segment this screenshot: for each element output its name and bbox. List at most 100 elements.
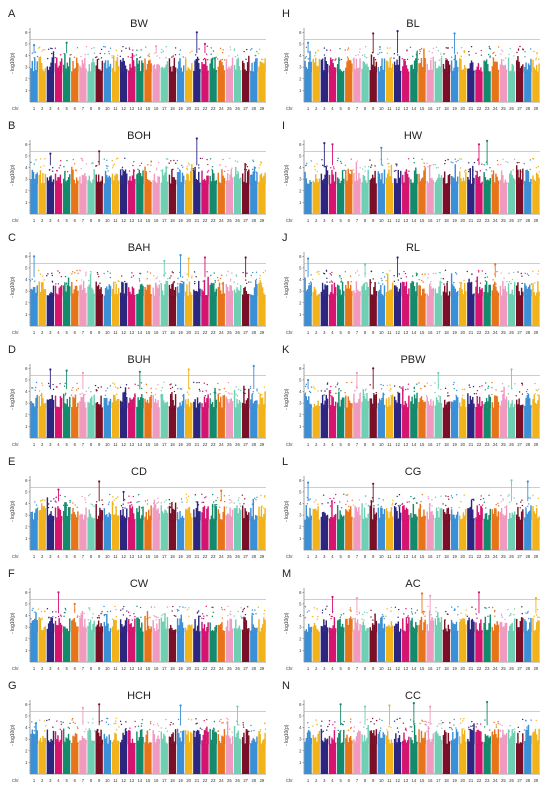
chromosome-points-band	[426, 631, 434, 662]
x-tick-label: 23	[485, 778, 490, 783]
x-tick-label: 28	[251, 106, 256, 111]
y-tick-label: 5	[299, 377, 302, 382]
chromosome-points-band	[87, 295, 95, 326]
x-tick-label: 8	[90, 106, 93, 111]
peak-point	[372, 32, 375, 35]
chromosome-7-points	[79, 495, 87, 521]
x-tick-label: 29	[534, 554, 539, 559]
peak-point	[138, 370, 141, 373]
chromosome-11-points	[111, 382, 120, 409]
chromosome-6-points	[344, 158, 353, 185]
x-tick-label: 22	[477, 554, 482, 559]
chromosome-4-points	[54, 720, 63, 745]
chromosome-27-points	[515, 499, 524, 521]
chromosome-23-points	[209, 387, 217, 409]
x-tick-label: 4	[57, 778, 60, 783]
x-tick-label: 22	[477, 442, 482, 447]
x-axis-prefix-label: Chr	[12, 218, 19, 223]
y-tick-label: 1	[299, 760, 302, 765]
x-tick-label: 6	[348, 666, 351, 671]
chromosome-points-band	[111, 295, 120, 326]
chromosome-points-band	[144, 743, 152, 774]
chromosome-2-points	[312, 386, 321, 409]
x-tick-label: 2	[315, 442, 318, 447]
chromosome-points-band	[144, 71, 152, 102]
chromosome-points-band	[119, 743, 128, 774]
chromosome-13-points	[127, 47, 136, 73]
x-tick-label: 25	[227, 330, 232, 335]
chromosome-points-band	[176, 631, 185, 662]
chromosome-21-points	[193, 48, 201, 73]
chromosome-12-points	[119, 605, 128, 633]
x-tick-label: 2	[41, 554, 44, 559]
x-tick-label: 2	[41, 106, 44, 111]
chromosome-points-band	[369, 71, 377, 102]
chromosome-10-points	[377, 46, 386, 73]
chromosome-28-points	[524, 48, 532, 73]
x-tick-label: 14	[412, 330, 417, 335]
peak-point	[32, 255, 36, 258]
x-tick-label: 17	[162, 330, 167, 335]
x-tick-label: 15	[420, 330, 425, 335]
chromosome-points-band	[217, 743, 225, 774]
x-tick-label: 10	[379, 106, 384, 111]
chromosome-11-points	[111, 280, 120, 297]
chromosome-4-points	[54, 494, 63, 521]
x-tick-label: 22	[203, 218, 208, 223]
chromosome-points-band	[459, 407, 467, 438]
chromosome-points-band	[217, 519, 225, 550]
chromosome-points-band	[385, 519, 394, 550]
chromosome-1-points	[30, 51, 39, 73]
x-tick-label: 25	[501, 442, 506, 447]
chromosome-16-points	[152, 275, 161, 297]
chromosome-points-band	[491, 631, 499, 662]
x-tick-label: 24	[219, 330, 224, 335]
chromosome-27-points	[241, 722, 250, 745]
chromosome-points-band	[402, 407, 410, 438]
peak-point	[98, 150, 101, 153]
chromosome-points-band	[71, 71, 79, 102]
chromosome-12-points	[393, 606, 402, 633]
chromosome-12-points	[393, 273, 402, 297]
chromosome-29-points	[532, 494, 540, 521]
manhattan-panel-d: D BUH - log10(p) 1 2 3 4 5 6 Chr 1 2 3 4 5 6 7 8 9 10 11 12 13…	[8, 344, 270, 452]
y-tick-label: 2	[299, 300, 302, 305]
x-tick-label: 22	[477, 106, 482, 111]
y-tick-label: 4	[299, 53, 302, 58]
chromosome-points-band	[385, 71, 394, 102]
chromosome-29-points	[532, 719, 541, 745]
chromosome-points-band	[225, 71, 234, 102]
x-tick-label: 22	[203, 106, 208, 111]
chromosome-points-band	[345, 183, 353, 214]
panel-letter: I	[282, 120, 286, 132]
manhattan-panel-c: C BAH - log10(p) 1 2 3 4 5 6 Chr 1 2 3 4 5 6 7 8 9 10 11 12 13…	[8, 232, 270, 340]
peak-point	[331, 143, 334, 146]
y-tick-label: 3	[25, 737, 28, 742]
chromosome-3-points	[320, 47, 329, 73]
x-tick-label: 20	[460, 778, 465, 783]
chromosome-23-points	[482, 494, 491, 521]
peak-point	[396, 256, 399, 259]
x-tick-label: 16	[428, 330, 433, 335]
x-tick-label: 11	[387, 106, 392, 111]
chromosome-points-band	[442, 183, 451, 214]
x-tick-label: 25	[227, 554, 232, 559]
x-tick-label: 28	[251, 442, 256, 447]
chromosome-17-points	[160, 46, 169, 73]
chromosome-points-band	[524, 631, 532, 662]
y-tick-label: 5	[299, 713, 302, 718]
chromosome-points-band	[328, 183, 337, 214]
chromosome-points-band	[328, 71, 337, 102]
y-tick-label: 2	[299, 76, 302, 81]
chromosome-points-band	[193, 519, 201, 550]
chromosome-17-points	[160, 381, 169, 409]
chromosome-points-band	[144, 183, 152, 214]
chromosome-5-points	[62, 495, 71, 521]
chromosome-2-points	[38, 382, 47, 409]
chromosome-points-band	[410, 743, 418, 774]
chromosome-points-band	[467, 183, 475, 214]
chromosome-4-points	[328, 385, 337, 409]
x-tick-label: 21	[468, 218, 473, 223]
chromosome-points-band	[459, 743, 467, 774]
